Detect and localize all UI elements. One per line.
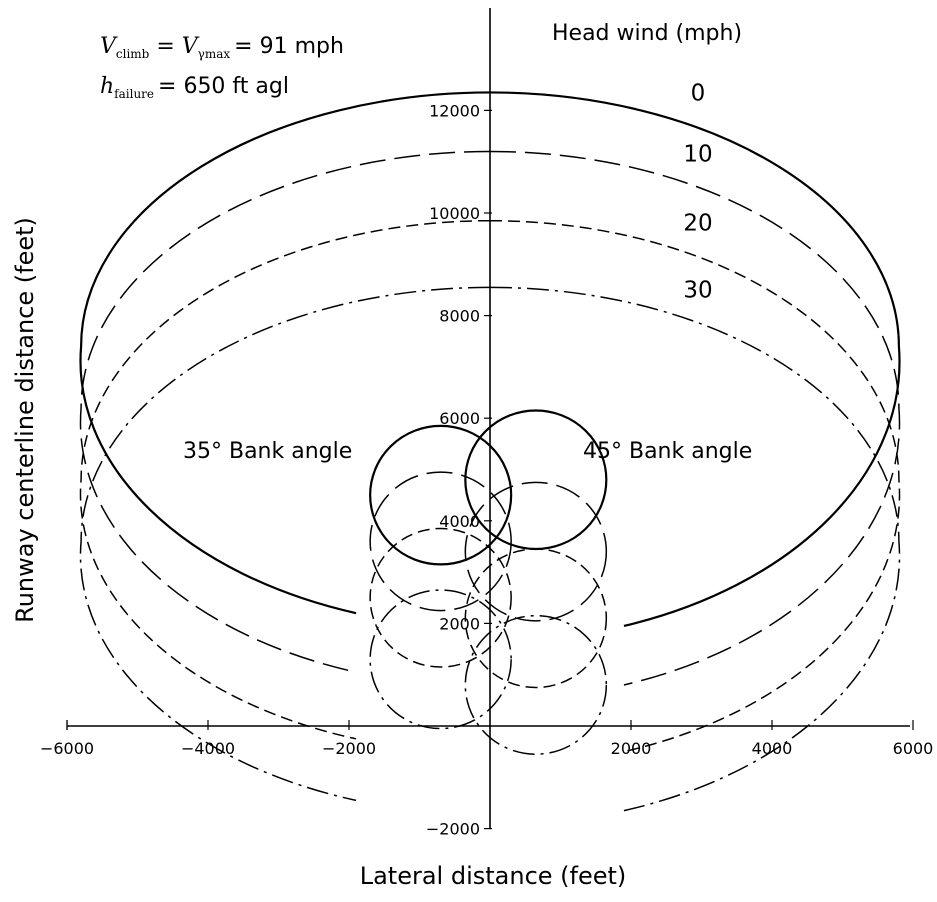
y-axis-title: Runway centerline distance (feet): [11, 217, 39, 623]
series-label-30: 30: [683, 277, 712, 303]
series-30-left-loop: [79, 286, 491, 802]
series-label-10: 10: [683, 141, 712, 167]
x-tick-label: 4000: [752, 739, 793, 758]
series-10-left-loop: [79, 150, 491, 673]
legend-title: Head wind (mph): [552, 21, 742, 46]
series-30-right-loop: [489, 286, 901, 812]
series-label-20: 20: [683, 211, 712, 237]
series-20-right-loop: [489, 219, 901, 753]
series-0-left-turn: [369, 424, 513, 566]
right-region-label: 45° Bank angle: [583, 439, 752, 464]
series-0-right-turn: [464, 409, 608, 551]
series-10-left-turn: [369, 471, 512, 612]
x-tick-label: −6000: [40, 739, 94, 758]
series-0-left-loop: [79, 91, 491, 615]
series-10-right-loop: [489, 150, 901, 686]
left-region-label: 35° Bank angle: [183, 439, 352, 464]
series-10-right-turn: [464, 481, 608, 622]
x-tick-label: 2000: [611, 739, 652, 758]
series-30-right-turn: [464, 614, 608, 755]
x-tick-label: −2000: [322, 739, 376, 758]
series-label-0: 0: [691, 80, 706, 106]
y-tick-label: 4000: [439, 512, 480, 531]
y-tick-label: −2000: [426, 820, 480, 839]
curves-layer: 0 10 20 30: [79, 80, 901, 812]
x-axis-title: Lateral distance (feet): [360, 862, 627, 890]
x-tick-label: 6000: [893, 739, 934, 758]
y-tick-label: 12000: [429, 101, 480, 120]
series-20-left-turn: [369, 527, 512, 668]
y-tick-label: 8000: [439, 307, 480, 326]
y-tick-label: 10000: [429, 204, 480, 223]
labels-layer: Vclimb = Vγmax = 91 mph hfailure = 650 ft …: [11, 21, 752, 890]
y-tick-label: 6000: [439, 409, 480, 428]
condition-2-annotation: hfailure = 650 ft agl: [100, 74, 289, 101]
series-20-right-turn: [464, 548, 608, 689]
condition-1-annotation: Vclimb = Vγmax = 91 mph: [100, 34, 344, 61]
series-30-left-turn: [369, 589, 512, 730]
x-tick-label: −4000: [181, 739, 235, 758]
axes-layer: −6000 −4000 −2000 2000 4000 6000 −2000 2000 4000…: [40, 8, 933, 839]
series-20-left-loop: [79, 219, 491, 740]
y-tick-label: 2000: [439, 614, 480, 633]
series-0-right-loop: [489, 91, 901, 628]
